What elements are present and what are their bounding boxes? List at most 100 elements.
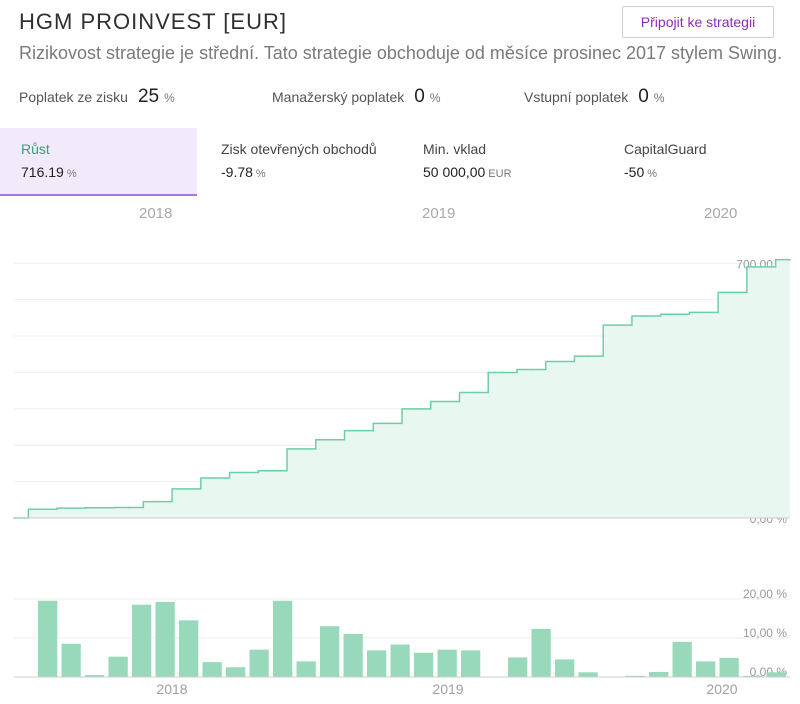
- monthly-bar: [108, 656, 128, 677]
- top-year-label-2020: 2020: [704, 205, 738, 222]
- tab-min-deposit-label: Min. vklad: [423, 141, 487, 157]
- tab-capitalguard[interactable]: CapitalGuard -50%: [603, 128, 800, 196]
- stats-tabs: Růst 716.19% Zisk otevřených obchodů -9.…: [0, 128, 800, 196]
- growth-data-point: [444, 400, 446, 403]
- tab-min-deposit-unit: EUR: [488, 168, 512, 180]
- fee-management-label: Manažerský poplatek: [272, 89, 405, 105]
- monthly-bar: [249, 649, 269, 677]
- tab-open-trades-unit: %: [255, 168, 266, 180]
- growth-data-point: [271, 469, 274, 472]
- monthly-bar: [273, 600, 293, 677]
- growth-data-point: [473, 391, 475, 394]
- fee-management-unit: %: [429, 91, 441, 105]
- growth-data-point: [214, 477, 216, 479]
- tab-min-deposit-value: 50 000,00: [423, 164, 486, 180]
- bar-x-tick-label: 2018: [156, 681, 187, 697]
- monthly-bar: [766, 672, 786, 677]
- fee-profit-unit: %: [164, 91, 175, 105]
- growth-data-point: [128, 506, 130, 509]
- growth-data-point: [645, 315, 648, 317]
- growth-data-point: [616, 324, 619, 326]
- connect-to-strategy-button[interactable]: Připojit ke strategii: [622, 6, 774, 38]
- monthly-bar: [461, 650, 481, 677]
- monthly-bar-chart: 0,00 %10,00 %20,00 %2018 2019 2020: [14, 587, 790, 697]
- monthly-bar: [508, 657, 528, 677]
- top-year-label-2018: 2018: [139, 205, 173, 222]
- monthly-bar: [649, 671, 669, 677]
- fee-management: Manažerský poplatek 0 %: [272, 86, 441, 108]
- tab-open-trades-label: Zisk otevřených obchodů: [221, 141, 377, 157]
- tab-open-trades-profit[interactable]: Zisk otevřených obchodů -9.78%: [200, 128, 400, 196]
- monthly-bar: [320, 626, 340, 677]
- monthly-bar: [414, 652, 434, 677]
- growth-data-point: [386, 422, 389, 425]
- growth-data-point: [588, 355, 590, 357]
- growth-area-fill: [14, 259, 790, 518]
- bar-x-tick-label: 2020: [706, 681, 737, 697]
- monthly-bar: [343, 634, 363, 677]
- tab-capitalguard-unit: %: [647, 168, 658, 180]
- monthly-bar: [555, 659, 575, 677]
- growth-area-chart: 0,00 %100,00 %200,00 %300,00 %400,00 %50…: [13, 257, 791, 526]
- fees-row: Poplatek ze zisku 25 % Manažerský poplat…: [0, 86, 800, 110]
- growth-data-point: [559, 360, 561, 363]
- growth-data-point: [358, 429, 360, 432]
- monthly-bar: [61, 643, 81, 677]
- bar-y-tick-label: 20,00 %: [743, 587, 787, 601]
- growth-data-point: [300, 448, 303, 450]
- fee-entry-unit: %: [653, 91, 665, 105]
- monthly-bar: [202, 662, 222, 677]
- monthly-bar: [296, 661, 316, 677]
- tab-growth-label: Růst: [21, 141, 50, 157]
- strategy-description: Rizikovost strategie je střední. Tato st…: [19, 43, 783, 63]
- monthly-bar: [578, 672, 598, 677]
- fee-entry-label: Vstupní poplatek: [524, 89, 629, 105]
- growth-data-point: [156, 500, 159, 503]
- tab-open-trades-value: -9.78: [221, 164, 253, 180]
- fee-profit: Poplatek ze zisku 25 %: [19, 86, 175, 108]
- growth-data-point: [415, 408, 418, 410]
- monthly-bar: [672, 641, 692, 677]
- monthly-bar: [696, 661, 716, 677]
- growth-data-point: [760, 266, 763, 268]
- growth-data-point: [70, 507, 73, 509]
- monthly-bar: [743, 675, 763, 677]
- growth-data-point: [731, 291, 734, 294]
- monthly-bar: [179, 620, 199, 677]
- growth-data-point: [501, 371, 504, 374]
- growth-data-point: [702, 311, 705, 314]
- bar-x-tick-label: 2019: [432, 681, 463, 697]
- tab-min-deposit[interactable]: Min. vklad 50 000,00 EUR: [402, 128, 602, 196]
- monthly-bar: [38, 600, 58, 677]
- growth-data-point: [243, 471, 245, 474]
- tab-capitalguard-label: CapitalGuard: [624, 141, 707, 157]
- growth-series-line: [14, 258, 790, 519]
- monthly-bar: [390, 644, 410, 677]
- tab-growth-value: 716.19: [21, 164, 64, 180]
- fee-management-value: 0: [414, 86, 425, 107]
- monthly-bar: [367, 650, 387, 677]
- top-year-label-2019: 2019: [422, 205, 456, 222]
- monthly-bar: [719, 657, 739, 677]
- monthly-bar: [226, 667, 246, 677]
- growth-data-point: [789, 258, 791, 261]
- monthly-bar: [437, 649, 457, 677]
- monthly-bar: [155, 601, 175, 677]
- growth-data-point: [329, 438, 331, 441]
- growth-data-point: [13, 517, 15, 519]
- growth-data-point: [530, 368, 533, 371]
- monthly-bar: [132, 604, 152, 677]
- growth-data-point: [41, 508, 44, 511]
- bar-y-tick-label: 10,00 %: [743, 626, 787, 640]
- fee-entry-value: 0: [638, 86, 649, 107]
- fee-profit-value: 25: [137, 86, 160, 107]
- monthly-bar: [625, 675, 645, 677]
- growth-data-point: [99, 507, 102, 509]
- tab-growth[interactable]: Růst 716.19%: [0, 128, 197, 196]
- tab-growth-unit: %: [66, 168, 77, 180]
- fee-entry: Vstupní poplatek 0 %: [524, 86, 665, 108]
- monthly-bar: [85, 675, 105, 677]
- monthly-bar: [531, 628, 551, 677]
- growth-data-point: [674, 313, 676, 316]
- tab-capitalguard-value: -50: [624, 164, 645, 180]
